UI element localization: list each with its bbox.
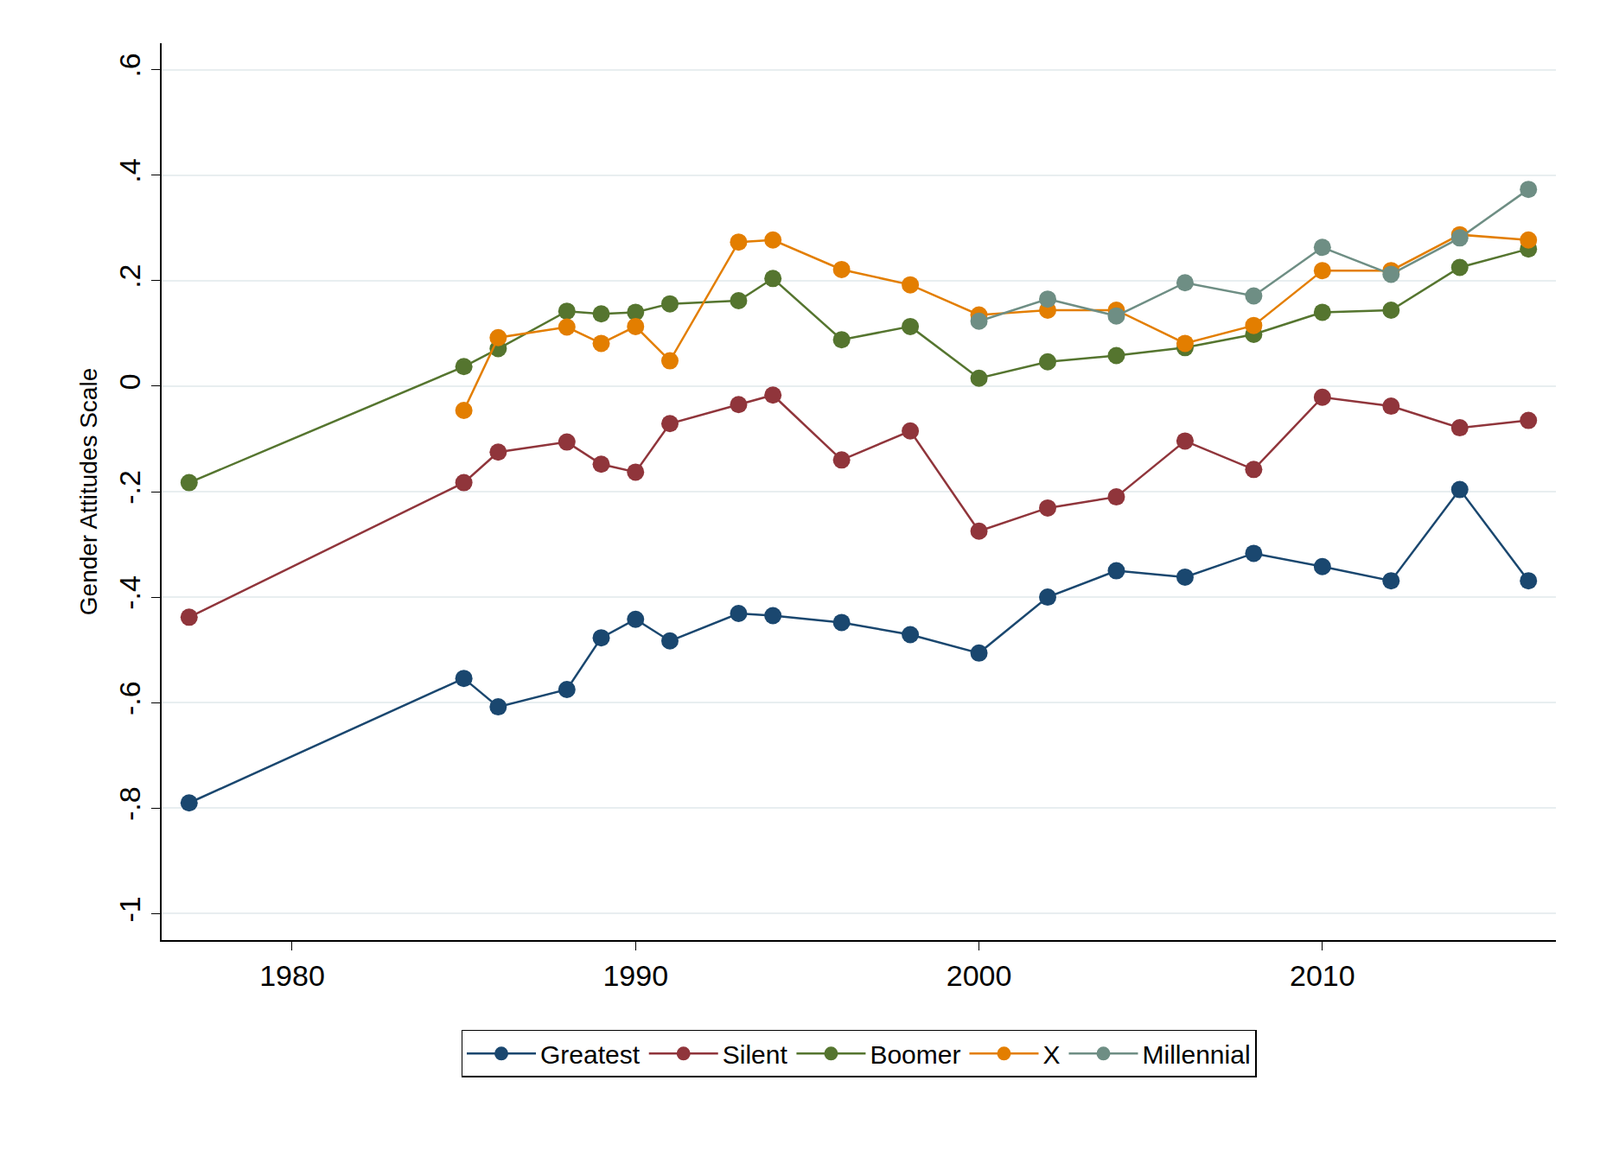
svg-text:Millennial: Millennial <box>1141 1040 1250 1070</box>
svg-text:1980: 1980 <box>259 959 326 993</box>
svg-text:-.2: -.2 <box>113 470 147 505</box>
svg-text:X: X <box>1042 1040 1060 1070</box>
svg-text:-1: -1 <box>113 896 147 923</box>
svg-text:2000: 2000 <box>946 959 1013 993</box>
svg-text:.2: .2 <box>113 263 147 288</box>
svg-text:2010: 2010 <box>1289 959 1356 993</box>
svg-text:.4: .4 <box>113 158 147 183</box>
svg-text:1990: 1990 <box>602 959 669 993</box>
svg-text:Boomer: Boomer <box>869 1040 961 1070</box>
svg-text:0: 0 <box>113 373 147 390</box>
svg-text:Silent: Silent <box>722 1040 789 1070</box>
svg-text:Greatest: Greatest <box>540 1040 641 1070</box>
svg-text:Gender Attitudes Scale: Gender Attitudes Scale <box>75 368 102 616</box>
svg-text:.6: .6 <box>113 52 147 77</box>
svg-text:-.4: -.4 <box>113 575 147 611</box>
svg-text:-.6: -.6 <box>113 681 147 716</box>
svg-text:-.8: -.8 <box>113 786 147 822</box>
